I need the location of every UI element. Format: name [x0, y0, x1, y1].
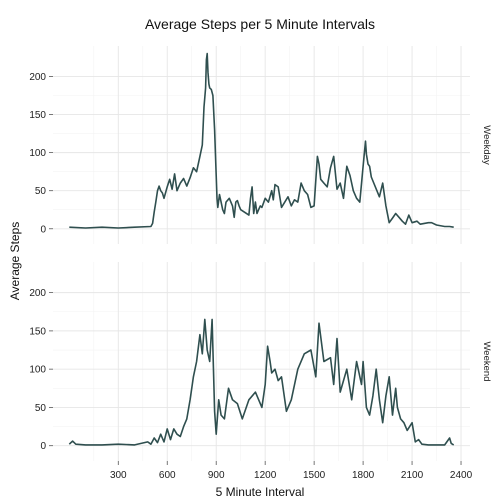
panel-weekend: 0 50 100 150 200 Weekend — [29, 262, 492, 461]
facet-strip-label: Weekend — [481, 342, 492, 382]
x-tick-label: 300 — [110, 470, 127, 481]
x-tick-label: 600 — [159, 470, 176, 481]
panel-weekday: 0 50 100 150 200 Weekday — [29, 46, 492, 244]
y-axis-label: Average Steps — [8, 222, 22, 301]
facet-strip-label: Weekday — [481, 125, 492, 165]
series-line-weekend — [68, 318, 455, 446]
y-tick-label: 50 — [35, 186, 47, 197]
y-tick-label: 100 — [29, 365, 46, 376]
y-tick-label: 200 — [29, 72, 46, 83]
x-tick-label: 1800 — [352, 470, 375, 481]
series-line-weekday — [69, 52, 454, 229]
y-tick-label: 150 — [29, 110, 46, 121]
x-tick-label: 2100 — [401, 470, 424, 481]
x-tick-label: 1200 — [254, 470, 277, 481]
x-tick-label: 900 — [208, 470, 225, 481]
y-tick-label: 0 — [40, 441, 46, 452]
x-axis-label: 5 Minute Interval — [216, 485, 305, 499]
x-tick-label: 2400 — [450, 470, 473, 481]
y-tick-label: 100 — [29, 148, 46, 159]
x-axis: 300 600 900 1200 1500 1800 2100 2400 — [110, 461, 473, 481]
panels: 0 50 100 150 200 Weekday 0 50 100 150 200 Weekend — [29, 46, 492, 461]
chart-title: Average Steps per 5 Minute Intervals — [145, 16, 375, 32]
y-tick-label: 50 — [35, 403, 47, 414]
x-tick-label: 1500 — [303, 470, 326, 481]
y-tick-label: 200 — [29, 288, 46, 299]
y-tick-label: 150 — [29, 326, 46, 337]
y-tick-label: 0 — [40, 224, 46, 235]
